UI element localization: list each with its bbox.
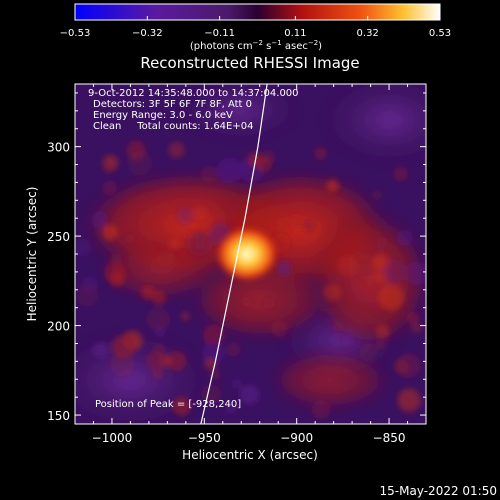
texture-blob xyxy=(126,140,146,160)
texture-blob xyxy=(396,229,413,246)
texture-blob xyxy=(373,191,382,200)
x-tick-label: −900 xyxy=(280,431,313,445)
x-tick-label: −1000 xyxy=(92,431,133,445)
y-tick-label: 200 xyxy=(47,320,70,334)
heatmap-image xyxy=(75,84,426,424)
texture-blob xyxy=(152,290,167,305)
colorbar-tick-label: 0.11 xyxy=(284,28,306,39)
colorbar-tick-label: 0.53 xyxy=(429,28,451,39)
texture-blob xyxy=(110,352,135,377)
texture-blob xyxy=(382,259,407,284)
texture-blob xyxy=(375,324,391,339)
texture-blob xyxy=(332,321,344,332)
colorbar: −0.53 −0.32 −0.11 0.11 0.32 0.53 (photons cm−… xyxy=(60,3,451,52)
texture-blob xyxy=(302,220,314,232)
texture-blob xyxy=(146,350,167,371)
y-tick-label: 150 xyxy=(47,409,70,423)
x-tick-label: −850 xyxy=(373,431,406,445)
x-tick-label: −950 xyxy=(188,431,221,445)
texture-blob xyxy=(311,400,331,420)
texture-blob xyxy=(270,320,288,337)
texture-blob xyxy=(116,336,135,355)
texture-blob xyxy=(172,396,191,416)
texture-blob xyxy=(359,343,378,362)
texture-blob xyxy=(326,179,340,193)
texture-blob xyxy=(336,255,358,277)
texture-blob xyxy=(375,340,385,350)
texture-blob xyxy=(156,249,174,268)
texture-blob xyxy=(231,378,242,389)
texture-blob xyxy=(396,353,421,379)
texture-blob xyxy=(102,180,118,196)
texture-blob xyxy=(180,311,190,321)
texture-blob xyxy=(290,215,305,230)
texture-blob xyxy=(146,307,171,332)
y-axis-label: Heliocentric Y (arcsec) xyxy=(25,187,39,322)
texture-blob xyxy=(90,210,108,228)
texture-blob xyxy=(168,237,181,250)
info-line-counts: Clean Total counts: 1.64E+04 xyxy=(93,121,253,132)
texture-blob xyxy=(342,334,356,348)
texture-blob xyxy=(168,141,185,159)
texture-blob xyxy=(255,156,272,173)
colorbar-gradient xyxy=(74,3,441,21)
texture-blob xyxy=(375,236,389,250)
texture-blob xyxy=(200,165,218,184)
texture-blob xyxy=(239,384,260,405)
colorbar-tick-label: −0.53 xyxy=(60,28,91,39)
info-line-energy: Energy Range: 3.0 - 6.0 keV xyxy=(93,110,233,121)
x-axis-label: Heliocentric X (arcsec) xyxy=(182,448,318,462)
heatmap-texture xyxy=(75,140,426,420)
texture-blob xyxy=(92,342,109,359)
chart-title: Reconstructed RHESSI Image xyxy=(140,54,359,72)
texture-blob xyxy=(276,261,292,277)
colorbar-tick-label: 0.32 xyxy=(357,28,379,39)
x-axis: −1000 −950 −900 −850 xyxy=(74,84,427,445)
texture-blob xyxy=(204,357,216,370)
texture-blob xyxy=(404,261,426,286)
solar-limb-curve xyxy=(200,84,268,424)
colorbar-unit-label: (photons cm−2 s−1 asec−2) xyxy=(190,39,322,52)
texture-blob xyxy=(393,166,408,182)
colorbar-ticks: −0.53 −0.32 −0.11 0.11 0.32 0.53 xyxy=(60,16,451,39)
peak-position-label: Position of Peak = [-928,240] xyxy=(95,399,241,410)
texture-blob xyxy=(225,402,237,414)
texture-blob xyxy=(323,283,342,302)
texture-blob xyxy=(141,285,155,300)
heatmap-peak-source xyxy=(214,226,279,282)
texture-blob xyxy=(124,233,136,244)
texture-blob xyxy=(176,206,194,225)
colorbar-tick-label: −0.32 xyxy=(132,28,163,39)
y-tick-label: 300 xyxy=(47,141,70,155)
texture-blob xyxy=(226,342,241,357)
y-axis: 150 200 250 300 xyxy=(47,92,426,423)
heatmap-red-regions xyxy=(80,170,426,410)
texture-blob xyxy=(314,147,327,160)
texture-blob xyxy=(186,230,213,257)
texture-blob xyxy=(152,368,164,380)
texture-blob xyxy=(241,296,252,307)
info-line-time: 9-Oct-2012 14:35:48.000 to 14:37:04.000 xyxy=(88,88,299,99)
y-tick-label: 250 xyxy=(47,230,70,244)
observation-info: 9-Oct-2012 14:35:48.000 to 14:37:04.000 … xyxy=(88,88,299,132)
texture-blob xyxy=(406,311,419,325)
texture-blob xyxy=(166,351,187,371)
texture-blob xyxy=(102,162,114,175)
texture-blob xyxy=(397,388,421,412)
texture-blob xyxy=(75,237,92,257)
texture-blob xyxy=(208,368,221,380)
texture-blob xyxy=(81,276,98,293)
texture-blob xyxy=(357,263,374,280)
texture-blob xyxy=(216,157,243,184)
footer-timestamp: 15-May-2022 01:50 xyxy=(380,484,497,498)
texture-blob xyxy=(194,205,208,219)
texture-blob xyxy=(102,224,118,241)
info-line-detectors: Detectors: 3F 5F 6F 7F 8F, Att 0 xyxy=(93,99,252,110)
texture-blob xyxy=(104,261,126,284)
texture-blob xyxy=(411,322,423,334)
texture-blob xyxy=(264,298,275,309)
colorbar-tick-label: −0.11 xyxy=(204,28,235,39)
texture-blob xyxy=(379,298,389,309)
